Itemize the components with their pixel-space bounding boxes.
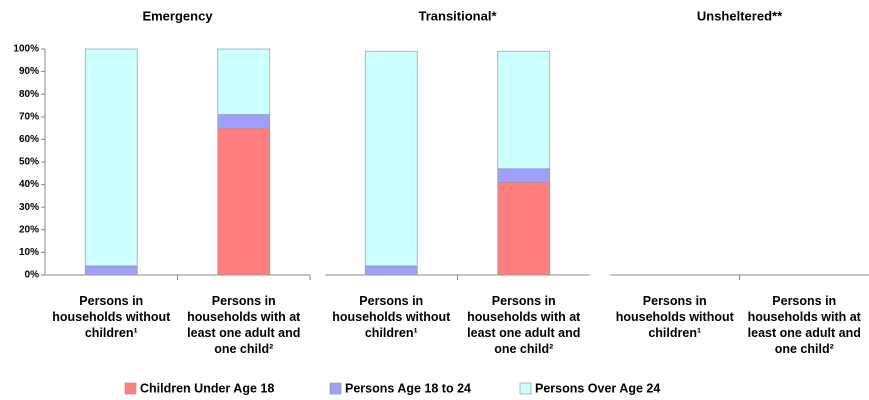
bar-segment (497, 168, 551, 183)
legend-swatch (329, 382, 342, 395)
bar-segment (217, 48, 271, 115)
bar-segment (364, 265, 418, 276)
panel-title: Transitional* (418, 8, 497, 23)
legend-label: Persons Age 18 to 24 (345, 381, 471, 395)
bar-segment (217, 127, 271, 276)
legend-label: Children Under Age 18 (140, 381, 274, 395)
category-label: Persons in households without children¹ (52, 294, 171, 340)
category-label: Persons in households with at least one … (747, 294, 861, 356)
panel-title: Unsheltered** (697, 8, 783, 23)
y-tick-label: 40% (19, 179, 39, 190)
bar-segment (364, 50, 418, 267)
y-tick-label: 100% (13, 44, 39, 55)
y-tick-label: 20% (19, 224, 39, 235)
category-label: Persons in households without children¹ (615, 294, 734, 340)
bar-segment (84, 48, 138, 267)
legend-swatch (124, 382, 137, 395)
legend-label: Persons Over Age 24 (535, 381, 660, 395)
y-tick-label: 90% (19, 66, 39, 77)
legend-swatch (519, 382, 532, 395)
bar-segment (497, 181, 551, 276)
y-tick-label: 70% (19, 111, 39, 122)
bar-segment (217, 114, 271, 129)
panel-title: Emergency (142, 8, 213, 23)
category-label: Persons in households with at least one … (187, 294, 301, 356)
category-label: Persons in households with at least one … (467, 294, 581, 356)
y-tick-label: 80% (19, 89, 39, 100)
y-tick-label: 0% (25, 270, 40, 281)
y-tick-label: 60% (19, 134, 39, 145)
y-tick-label: 30% (19, 202, 39, 213)
y-tick-label: 50% (19, 157, 39, 168)
bar-segment (497, 50, 551, 170)
y-tick-label: 10% (19, 247, 39, 258)
bar-segment (84, 265, 138, 276)
category-label: Persons in households without children¹ (332, 294, 451, 340)
